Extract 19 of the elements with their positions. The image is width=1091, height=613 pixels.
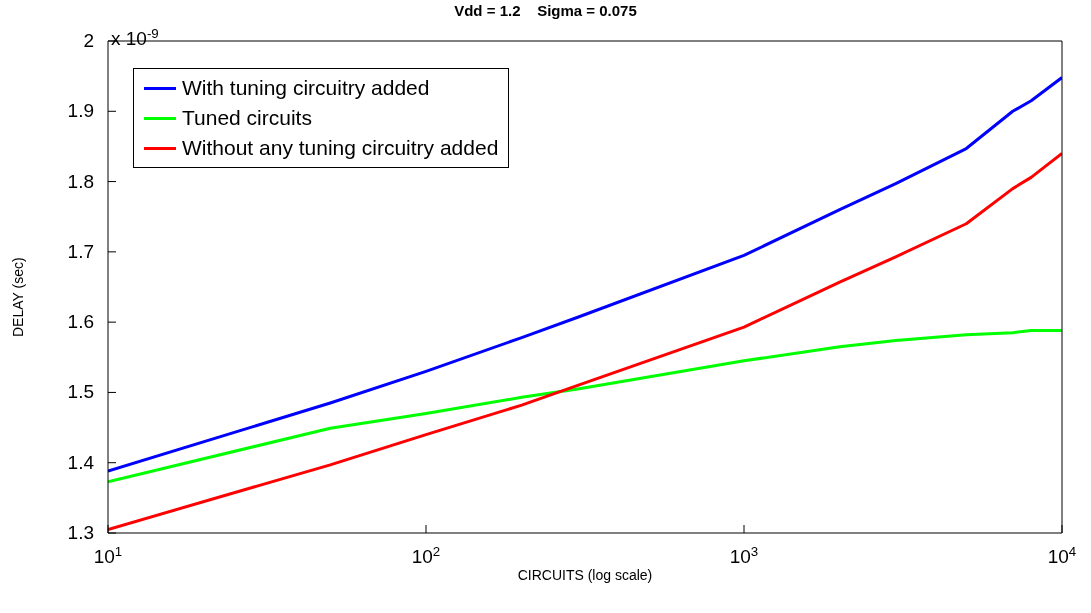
x-axis-title: CIRCUITS (log scale) xyxy=(517,567,653,583)
y-tick-label: 1.9 xyxy=(67,100,94,122)
x-tick-label: 10$^{2}$ xyxy=(411,543,441,567)
legend-label: Without any tuning circuitry added xyxy=(182,136,499,159)
x-tick-label: 10$^{1}$ xyxy=(93,543,123,567)
y-tick-label: 1.7 xyxy=(67,240,94,262)
y-tick-label: 1.6 xyxy=(67,311,94,333)
y-tick-label: 1.4 xyxy=(67,451,95,473)
legend-label: Tuned circuits xyxy=(182,106,312,129)
chart-title: Vdd = 1.2 Sigma = 0.075 xyxy=(454,2,637,19)
annotation: x 10$^{-9}$ xyxy=(111,26,159,50)
y-tick-label: 1.8 xyxy=(67,170,94,192)
legend-label: With tuning circuitry added xyxy=(182,76,430,99)
y-tick-label: 2 xyxy=(83,30,94,51)
y-tick-label: 1.3 xyxy=(67,522,94,543)
y-tick-label: 1.5 xyxy=(67,381,94,403)
x-tick-label: 10$^{3}$ xyxy=(729,543,759,567)
y-axis-title: DELAY (sec) xyxy=(9,257,26,337)
x-tick-label: 10$^{4}$ xyxy=(1047,543,1077,567)
